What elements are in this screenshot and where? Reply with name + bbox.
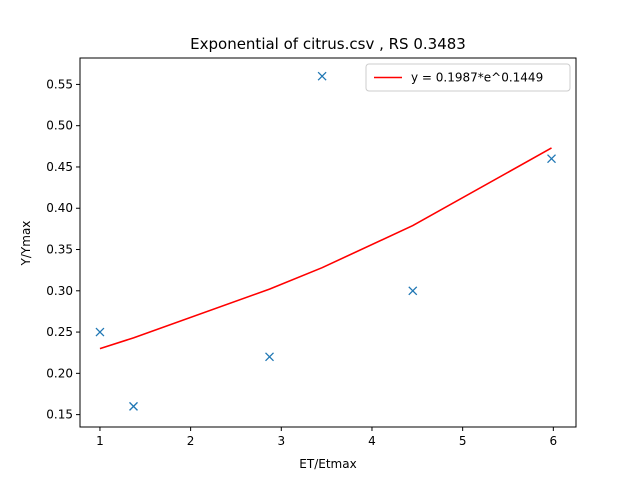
data-point-stroke	[317, 71, 327, 81]
plot-area	[95, 71, 556, 411]
x-tick-label: 4	[368, 434, 376, 448]
x-tick-label: 1	[96, 434, 104, 448]
data-point-stroke	[129, 401, 138, 411]
legend: y = 0.1987*e^0.1449	[365, 63, 571, 92]
x-tick-label: 5	[459, 434, 467, 448]
data-point	[129, 401, 138, 411]
y-tick-label: 0.25	[46, 325, 73, 339]
legend-box	[365, 63, 571, 92]
data-point	[317, 71, 327, 81]
data-point-stroke	[408, 286, 418, 296]
y-tick-label: 0.40	[46, 201, 73, 215]
y-tick-label: 0.15	[46, 408, 73, 422]
y-tick-label: 0.55	[46, 77, 73, 91]
data-point-stroke	[265, 352, 274, 362]
x-axis-label: ET/Etmax	[299, 457, 356, 471]
y-tick-label: 0.30	[46, 284, 73, 298]
y-axis-label: Y/Ymax	[19, 221, 33, 267]
axes: 1 2 3 4 5 6 0.15 0.20 0.25 0.30 0.35 0.40 0.45 0.50 0.…	[46, 57, 577, 448]
x-tick-label: 2	[187, 434, 195, 448]
x-tick-label: 3	[277, 434, 285, 448]
y-tick-label: 0.45	[46, 160, 73, 174]
y-tick-label: 0.50	[46, 119, 73, 133]
data-point-stroke	[547, 154, 556, 164]
data-point	[265, 352, 274, 362]
y-tick-label: 0.35	[46, 243, 73, 257]
fit-line	[99, 147, 552, 350]
data-point-stroke	[95, 327, 105, 337]
data-point	[95, 327, 105, 337]
data-point	[408, 286, 418, 296]
legend-label: y = 0.1987*e^0.1449	[411, 71, 543, 85]
x-tick-label: 6	[550, 434, 558, 448]
chart-title: Exponential of citrus.csv , RS 0.3483	[190, 35, 466, 53]
axes-frame	[79, 57, 577, 428]
data-point	[547, 154, 556, 164]
y-tick-label: 0.20	[46, 366, 73, 380]
